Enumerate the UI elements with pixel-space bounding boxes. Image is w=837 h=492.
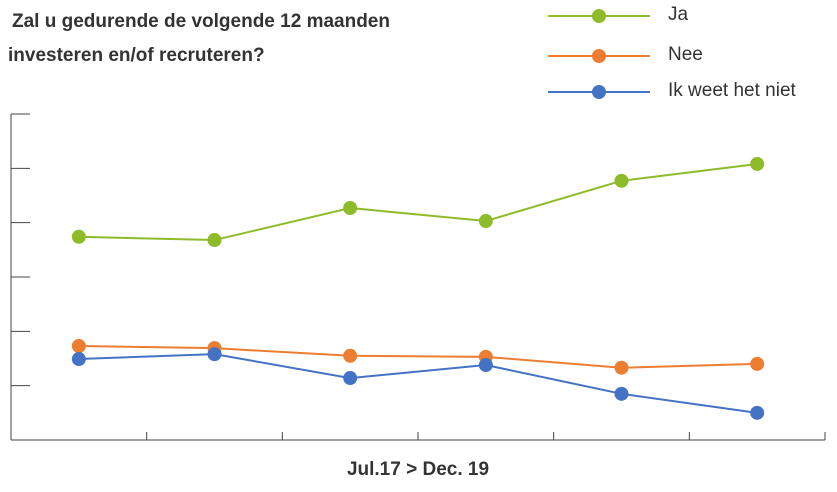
legend-marker [592, 85, 606, 99]
data-point [478, 214, 493, 229]
legend-marker [592, 9, 606, 23]
data-point [343, 200, 358, 215]
legend-marker [592, 49, 606, 63]
data-point [71, 352, 86, 367]
data-point [750, 405, 765, 420]
data-point [207, 347, 222, 362]
data-point [71, 339, 86, 354]
series-line [78, 353, 758, 414]
data-point [750, 356, 765, 371]
chart-title: Zal u gedurende de volgende 12 maanden [12, 11, 390, 32]
chart-title: investeren en/of recruteren? [8, 45, 265, 66]
data-point [614, 360, 629, 375]
x-axis-label: Jul.17 > Dec. 19 [347, 459, 489, 480]
legend-label: Nee [668, 44, 703, 65]
legend-label: Ja [668, 4, 689, 25]
data-point [343, 348, 358, 363]
data-point [478, 358, 493, 373]
series-line [78, 162, 758, 242]
data-point [614, 386, 629, 401]
data-point [71, 229, 86, 244]
legend-label: Ik weet het niet [668, 80, 797, 101]
data-point [614, 173, 629, 188]
data-point [343, 371, 358, 386]
data-point [207, 233, 222, 248]
series-line [78, 345, 758, 369]
data-point [750, 156, 765, 171]
